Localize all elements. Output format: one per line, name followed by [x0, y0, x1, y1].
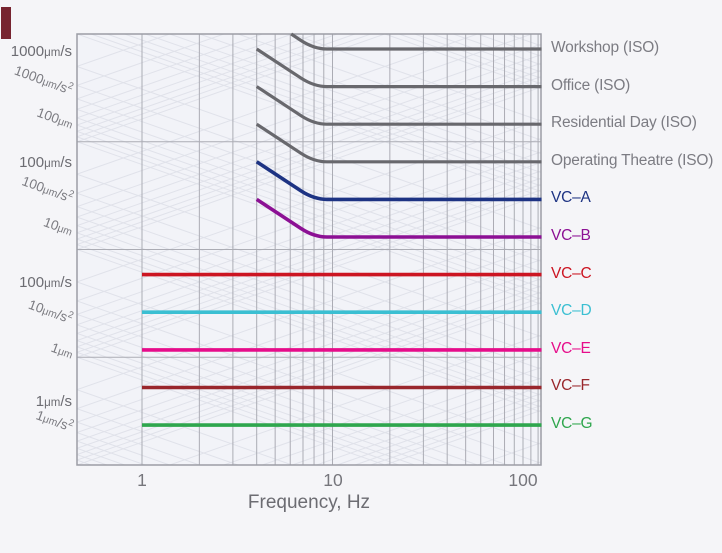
series-label-vc-a: VC–A: [551, 189, 591, 206]
y-axis-label-1000-m-s: 1000μm/s: [10, 43, 72, 60]
plot-border: [76, 33, 542, 466]
x-axis-title: Frequency, Hz: [247, 492, 371, 513]
series-label-residential-day-iso: Residential Day (ISO): [551, 114, 697, 131]
series-label-vc-c: VC–C: [551, 265, 592, 282]
horizontal-gridlines: [77, 141, 541, 358]
series-label-vc-e: VC–E: [551, 340, 591, 357]
series-label-vc-b: VC–B: [551, 227, 591, 244]
y-axis-label-1-m-s: 1μm/s: [35, 393, 72, 410]
series-line-residential-day-iso: [255, 85, 542, 126]
diagonal-gridlines: [77, 34, 541, 465]
series-line-workshop-iso: [290, 32, 542, 51]
y-axis-label-100-m-s: 100μm/s: [19, 274, 72, 291]
series-label-vc-d: VC–D: [551, 302, 592, 319]
x-tick-10: 10: [323, 470, 343, 490]
series-line-vc-b: [255, 197, 542, 239]
series-label-office-iso: Office (ISO): [551, 77, 631, 94]
y-axis-label-100-m-s: 100μm/s: [19, 154, 72, 171]
series-line-operating-theatre-iso: [255, 122, 542, 164]
series-label-operating-theatre-iso: Operating Theatre (ISO): [551, 152, 714, 169]
series-label-vc-g: VC–G: [551, 415, 593, 432]
series-line-vc-a: [255, 160, 542, 202]
series-label-vc-f: VC–F: [551, 377, 590, 394]
series-label-workshop-iso: Workshop (ISO): [551, 39, 660, 56]
series-line-office-iso: [255, 47, 542, 89]
x-tick-1: 1: [137, 470, 147, 490]
corner-accent-bar: [1, 7, 11, 39]
x-tick-100: 100: [508, 470, 538, 490]
